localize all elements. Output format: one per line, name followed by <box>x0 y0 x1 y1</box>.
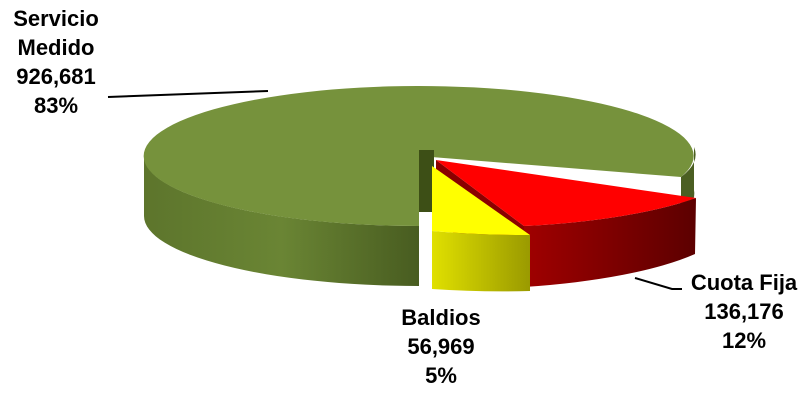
slice-baldios-top <box>432 166 530 236</box>
label-cuota-fija-percent: 12% <box>721 328 767 353</box>
label-servicio-medido-name-1: Servicio <box>13 6 99 31</box>
slice-servicio-medido-notch <box>419 150 434 212</box>
label-servicio-medido-percent: 83% <box>33 93 79 118</box>
slice-cuota-fija-side <box>524 198 696 287</box>
label-baldios-percent: 5% <box>425 363 457 388</box>
label-cuota-fija-value: 136,176 <box>704 299 784 324</box>
label-cuota-fija: Cuota Fija 136,176 12% <box>680 268 808 355</box>
label-servicio-medido: Servicio Medido 926,681 83% <box>4 4 108 120</box>
label-baldios: Baldios 56,969 5% <box>384 303 498 390</box>
label-cuota-fija-name: Cuota Fija <box>690 270 798 295</box>
slice-servicio-medido-top <box>143 86 694 227</box>
slice-servicio-medido-side <box>144 156 419 286</box>
label-baldios-value: 56,969 <box>407 334 475 359</box>
label-servicio-medido-value: 926,681 <box>16 64 96 89</box>
leader-line-servicio-medido <box>107 90 269 98</box>
slice-baldios-side <box>432 231 530 292</box>
leader-line-cuota-fija <box>634 277 682 290</box>
slice-baldios <box>432 166 530 292</box>
label-servicio-medido-name-2: Medido <box>17 35 95 60</box>
label-baldios-name: Baldios <box>401 305 481 330</box>
slice-cuota-fija-top <box>436 160 696 226</box>
